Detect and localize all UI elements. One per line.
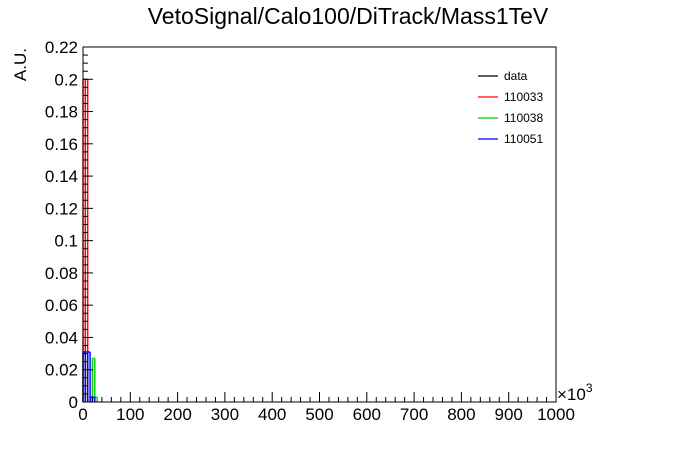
x-tick-label: 1000: [537, 405, 575, 424]
y-tick-label: 0.06: [45, 296, 78, 315]
x-axis-ticks: [82, 392, 557, 402]
legend-entry-110033: 110033: [478, 90, 543, 104]
y-tick-label: 0.08: [45, 264, 78, 283]
legend-label: 110033: [504, 90, 543, 104]
legend-entry-110038: 110038: [478, 111, 543, 125]
y-tick-label: 0.12: [45, 199, 78, 218]
x-tick-label: 500: [305, 405, 333, 424]
y-axis-tick-labels: 0 0.02 0.04 0.06 0.08 0.1 0.12 0.14 0.16 0.18 0.2 0…: [45, 38, 78, 412]
bar-110038-1: [91, 357, 96, 402]
x-tick-label: 800: [447, 405, 475, 424]
x-tick-label: 100: [116, 405, 144, 424]
legend-entry-110051: 110051: [478, 132, 543, 146]
plot-frame: [82, 46, 557, 403]
x-tick-label: 0: [78, 405, 87, 424]
x-tick-label: 900: [495, 405, 523, 424]
y-tick-label: 0.1: [54, 232, 78, 251]
y-tick-label: 0: [69, 393, 78, 412]
legend-label: data: [504, 69, 528, 83]
y-axis-ticks: [83, 46, 93, 403]
y-tick-label: 0.14: [45, 167, 78, 186]
x-axis-tick-labels: 0 100 200 300 400 500 600 700 800 900 1000: [78, 405, 575, 424]
bar-110051-2: [87, 351, 91, 402]
y-tick-label: 0.16: [45, 135, 78, 154]
y-tick-label: 0.22: [45, 38, 78, 57]
x-tick-label: 700: [400, 405, 428, 424]
x-axis-multiplier-base: ×10: [557, 385, 586, 404]
x-tick-label: 400: [258, 405, 286, 424]
x-axis-multiplier: ×103: [557, 381, 593, 404]
y-axis-label: A.U.: [11, 48, 30, 81]
x-tick-label: 200: [163, 405, 191, 424]
legend: data 110033 110038 110051: [478, 69, 543, 146]
y-tick-label: 0.18: [45, 103, 78, 122]
legend-label: 110038: [504, 111, 543, 125]
chart-title: VetoSignal/Calo100/DiTrack/Mass1TeV: [148, 3, 549, 29]
legend-entry-data: data: [478, 69, 528, 83]
x-axis-multiplier-exponent: 3: [586, 381, 593, 395]
legend-label: 110051: [504, 132, 543, 146]
y-tick-label: 0.2: [54, 70, 78, 89]
y-tick-label: 0.04: [45, 328, 78, 347]
y-tick-label: 0.02: [45, 361, 78, 380]
x-tick-label: 300: [211, 405, 239, 424]
x-tick-label: 600: [353, 405, 381, 424]
